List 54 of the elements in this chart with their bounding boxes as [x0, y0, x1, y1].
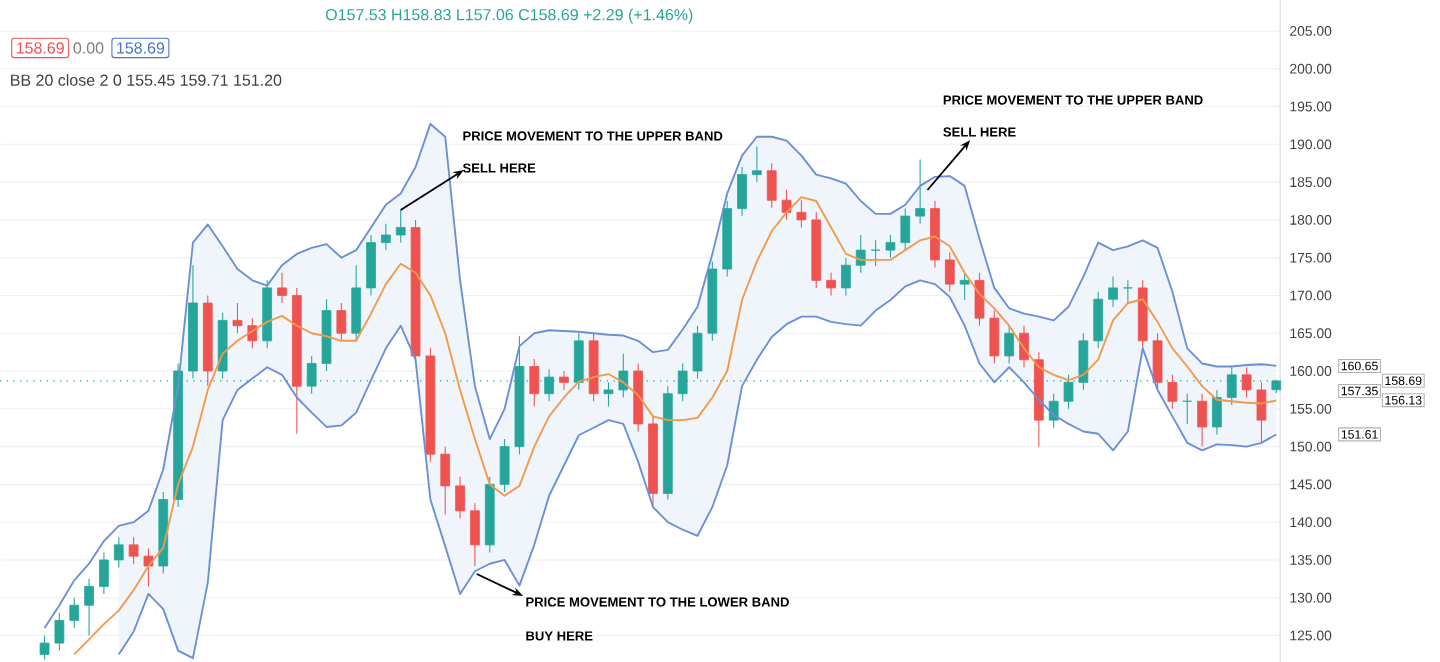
candlestick [841, 257, 851, 296]
candlestick [989, 310, 1000, 365]
candlestick [84, 578, 94, 637]
candlestick [499, 438, 510, 493]
candlestick [336, 302, 347, 342]
candlestick [766, 162, 777, 209]
candlestick [1197, 393, 1207, 448]
candlestick [470, 502, 480, 567]
candlestick [366, 234, 376, 296]
candlestick [54, 612, 65, 652]
candlestick [1241, 366, 1252, 399]
candlestick [1152, 332, 1163, 391]
candlestick [395, 209, 406, 244]
candlestick [69, 597, 80, 629]
candlestick [781, 189, 792, 221]
annotation: 158.69 [117, 42, 165, 54]
candlestick [737, 166, 747, 217]
candlestick [113, 536, 124, 569]
annotation: 158.69 [16, 42, 64, 54]
candlestick [870, 239, 881, 267]
candlestick [1167, 374, 1178, 410]
candlestick [915, 158, 925, 225]
candlestick [885, 234, 896, 259]
candlestick [900, 208, 911, 251]
candlestick [381, 223, 391, 251]
candlestick [796, 199, 807, 228]
candlestick [1108, 276, 1118, 308]
candlestick [440, 446, 451, 516]
candlestick [974, 272, 985, 327]
candlestick [959, 272, 970, 301]
candlestick [99, 551, 109, 595]
candlestick [692, 325, 703, 380]
candlestick [277, 272, 287, 304]
candlestick [603, 381, 614, 408]
candlestick [1256, 381, 1267, 444]
candlestick [143, 548, 154, 587]
candlestick [826, 272, 836, 296]
annotation: 0.00 [73, 42, 104, 54]
candlestick [529, 358, 540, 408]
candlestick [1212, 389, 1222, 436]
candlestick [1123, 279, 1133, 304]
candlestick [128, 536, 139, 565]
candlestick [455, 476, 465, 519]
candlestick [944, 251, 955, 293]
candlestick [232, 302, 243, 334]
candlestick [1004, 325, 1015, 365]
candlestick [559, 370, 569, 391]
candlestick [752, 146, 762, 183]
annotation: BB 20 close 2 0 155.45 159.71 151.20 [11, 74, 282, 86]
candlestick [351, 264, 362, 342]
candlestick [1093, 291, 1104, 349]
line-series [117, 279, 1278, 660]
annotation: O157.53 H158.83 L157.06 C158.69 +2.29 (+1.46%) [325, 8, 693, 24]
candlestick [39, 634, 50, 661]
